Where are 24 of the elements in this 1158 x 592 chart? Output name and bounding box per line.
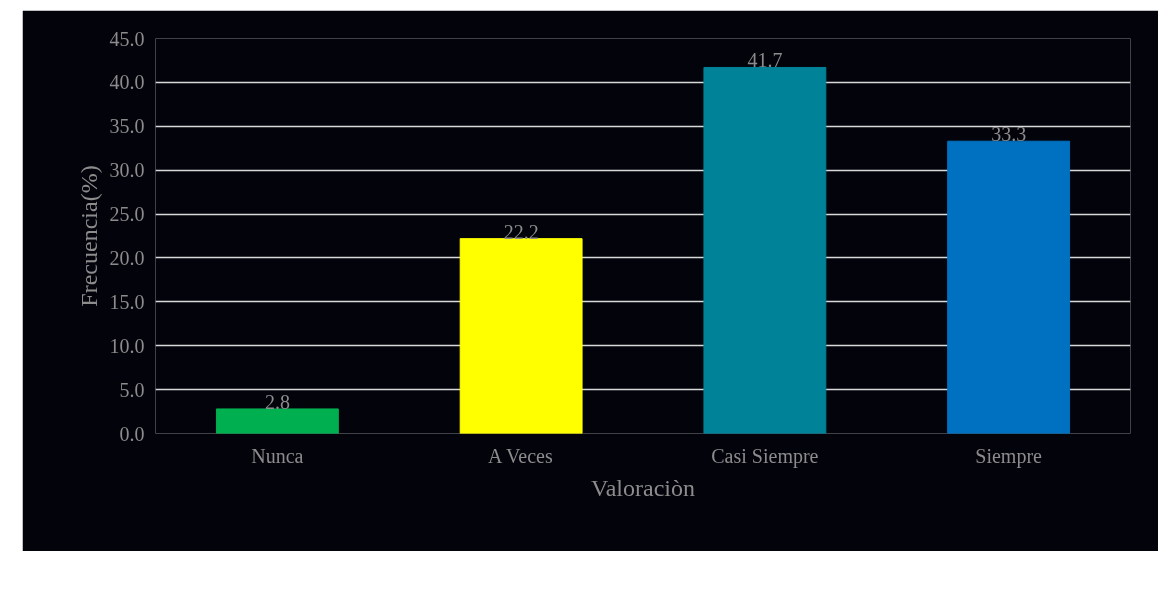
data-label: 33.3	[991, 123, 1027, 146]
bar	[215, 408, 339, 434]
y-tick-label: 25.0	[109, 203, 145, 226]
x-tick-label: Nunca	[251, 444, 304, 467]
data-label: 41.7	[747, 49, 783, 72]
y-tick-label: 0.0	[119, 422, 145, 445]
data-label: 2.8	[264, 390, 290, 413]
y-tick-label: 20.0	[109, 246, 145, 269]
x-tick-label: A Veces	[488, 444, 553, 467]
data-label: 22.2	[503, 220, 539, 243]
y-tick-label: 5.0	[119, 378, 145, 401]
y-tick-label: 30.0	[109, 159, 145, 182]
x-tick-label: Casi Siempre	[711, 444, 819, 468]
y-tick-label: 10.0	[109, 334, 145, 357]
bar	[703, 66, 827, 434]
y-tick-label: 40.0	[109, 71, 145, 94]
bar	[459, 238, 583, 434]
y-tick-label: 35.0	[109, 115, 145, 138]
bar	[947, 140, 1071, 434]
y-axis-title: Frecuencia(%)	[75, 165, 102, 307]
x-tick-label: Siempre	[975, 444, 1043, 468]
x-axis-title: Valoraciòn	[591, 474, 695, 501]
y-tick-label: 45.0	[109, 27, 145, 50]
y-tick-label: 15.0	[109, 290, 145, 313]
